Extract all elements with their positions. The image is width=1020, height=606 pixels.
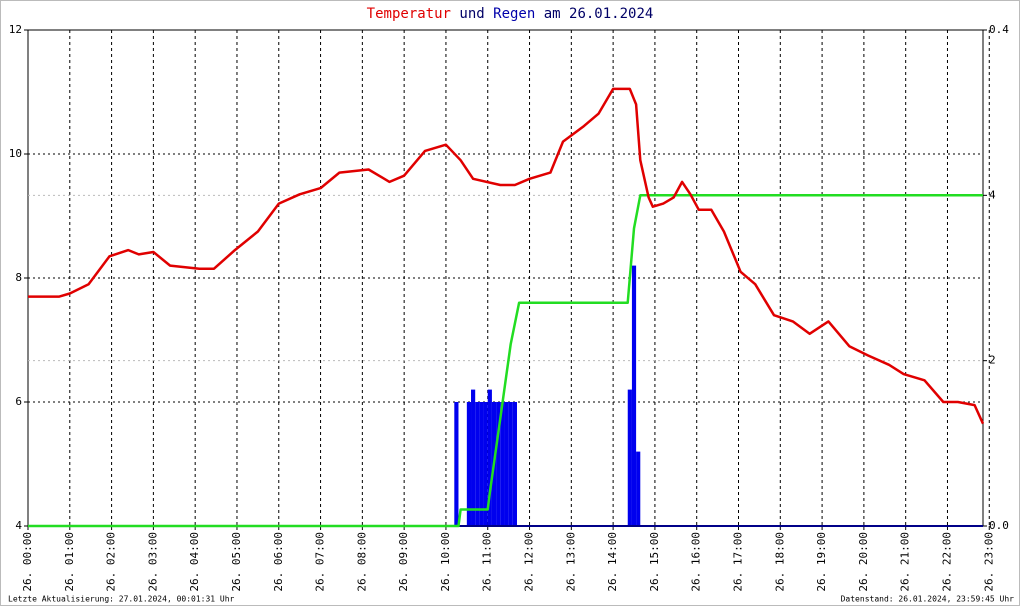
rain-bar	[454, 402, 459, 526]
title-part: am 26.01.2024	[544, 6, 654, 22]
x-tick-label: 26. 15:00	[648, 532, 661, 592]
x-tick-label: 26. 00:00	[21, 532, 34, 592]
rain-bar	[487, 389, 492, 526]
x-tick-label: 26. 06:00	[272, 532, 285, 592]
rain-bar	[496, 402, 501, 526]
chart-title: Temperatur und Regen am 26.01.2024	[367, 6, 654, 22]
footer-left: Letzte Aktualisierung: 27.01.2024, 00:01…	[8, 595, 235, 604]
footer-right: Datenstand: 26.01.2024, 23:59:45 Uhr	[841, 595, 1015, 604]
title-part: Regen	[493, 6, 535, 22]
x-tick-label: 26. 05:00	[230, 532, 243, 592]
x-tick-label: 26. 08:00	[355, 532, 368, 592]
x-tick-label: 26. 01:00	[63, 532, 76, 592]
x-tick-label: 26. 18:00	[773, 532, 786, 592]
y-tick-label: 8	[15, 271, 22, 284]
y-tick-label: 12	[9, 23, 22, 36]
rain-bar	[631, 265, 637, 526]
rain-bar	[508, 402, 513, 526]
x-tick-label: 26. 07:00	[314, 532, 327, 592]
y2-tick-label: 0.4	[989, 23, 1009, 36]
rain-bar	[627, 389, 632, 526]
x-tick-label: 26. 04:00	[188, 532, 201, 592]
rain-bar	[466, 402, 472, 526]
x-tick-label: 26. 11:00	[481, 532, 494, 592]
rain-bar	[636, 451, 641, 526]
rain-bar	[471, 389, 476, 526]
title-part: und	[459, 6, 484, 22]
x-tick-label: 26. 23:00	[982, 532, 995, 592]
series-line	[28, 194, 983, 528]
y2-tick-label: 0.0	[989, 519, 1009, 532]
x-tick-label: 26. 20:00	[857, 532, 870, 592]
rain-bar	[479, 402, 484, 526]
rain-bar	[483, 402, 488, 526]
y3-tick-label: 4	[989, 188, 996, 201]
series-line	[28, 87, 985, 425]
y-tick-label: 10	[9, 147, 22, 160]
x-tick-label: 26. 16:00	[690, 532, 703, 592]
title-part: Temperatur	[367, 6, 451, 22]
x-tick-label: 26. 17:00	[732, 532, 745, 592]
rain-bar	[475, 402, 480, 526]
rain-bar	[500, 402, 505, 526]
x-tick-label: 26. 09:00	[397, 532, 410, 592]
x-tick-label: 26. 12:00	[523, 532, 536, 592]
rain-bar	[504, 402, 509, 526]
x-tick-label: 26. 14:00	[606, 532, 619, 592]
rain-bar	[512, 402, 517, 526]
x-tick-label: 26. 03:00	[146, 532, 159, 592]
x-tick-label: 26. 13:00	[564, 532, 577, 592]
x-tick-label: 26. 22:00	[940, 532, 953, 592]
y-tick-label: 6	[15, 395, 22, 408]
x-tick-label: 26. 21:00	[899, 532, 912, 592]
x-tick-label: 26. 02:00	[105, 532, 118, 592]
x-tick-label: 26. 10:00	[439, 532, 452, 592]
y-tick-label: 4	[15, 519, 22, 532]
x-tick-label: 26. 19:00	[815, 532, 828, 592]
y3-tick-label: 2	[989, 354, 996, 367]
